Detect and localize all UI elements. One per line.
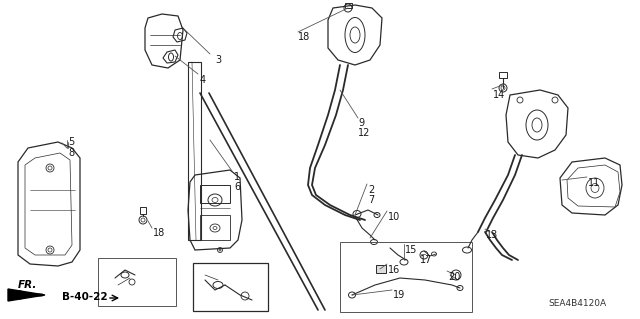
Bar — [193, 263, 268, 311]
Bar — [140, 207, 146, 214]
Bar — [200, 215, 230, 240]
Bar — [98, 258, 176, 306]
Bar — [376, 265, 386, 273]
Text: 18: 18 — [298, 32, 310, 42]
Text: 1: 1 — [234, 172, 240, 182]
Polygon shape — [8, 289, 45, 301]
Text: 5: 5 — [68, 137, 74, 147]
Bar — [200, 185, 230, 203]
Bar — [340, 242, 472, 312]
Text: B-40-22: B-40-22 — [62, 292, 108, 302]
Text: 14: 14 — [493, 90, 505, 100]
Text: 11: 11 — [588, 178, 600, 188]
Text: 8: 8 — [68, 148, 74, 158]
Text: 10: 10 — [388, 212, 400, 222]
Bar — [499, 72, 507, 78]
Text: 6: 6 — [234, 182, 240, 192]
Text: 9: 9 — [358, 118, 364, 128]
Text: 16: 16 — [388, 265, 400, 275]
Text: 12: 12 — [358, 128, 371, 138]
Text: 4: 4 — [200, 75, 206, 85]
Text: 15: 15 — [405, 245, 417, 255]
Text: 13: 13 — [486, 230, 499, 240]
Bar — [345, 3, 352, 8]
Text: 20: 20 — [448, 272, 460, 282]
Text: 19: 19 — [393, 290, 405, 300]
Text: FR.: FR. — [18, 280, 37, 290]
Text: 3: 3 — [215, 55, 221, 65]
Text: 17: 17 — [420, 255, 433, 265]
Text: 18: 18 — [153, 228, 165, 238]
Bar — [188, 62, 201, 240]
Text: 7: 7 — [368, 195, 374, 205]
Text: SEA4B4120A: SEA4B4120A — [548, 299, 606, 308]
Text: 2: 2 — [368, 185, 374, 195]
